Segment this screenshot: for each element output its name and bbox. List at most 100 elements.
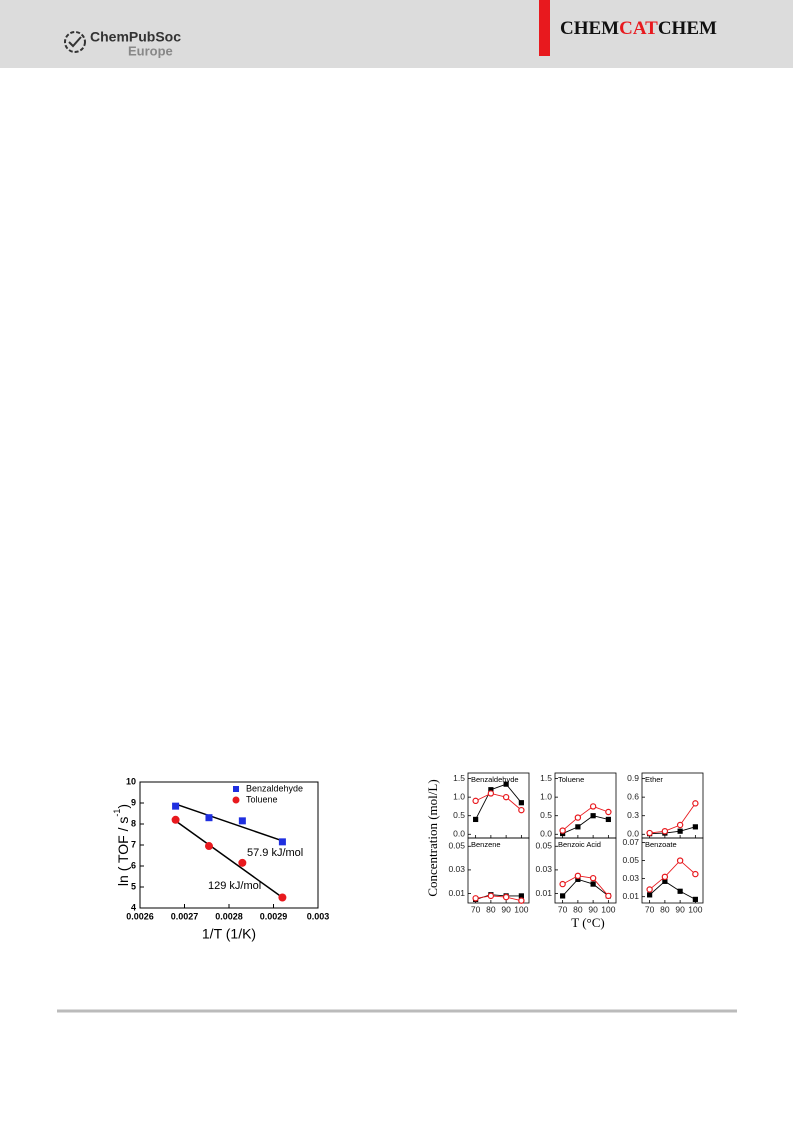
- panel-title: Benzaldehyde: [471, 775, 519, 784]
- panel-frame: [467, 837, 530, 904]
- marker: [677, 888, 683, 894]
- marker: [662, 878, 668, 884]
- marker: [172, 802, 180, 810]
- marker: [646, 886, 653, 893]
- marker: [676, 821, 684, 829]
- legend-label: Benzaldehyde: [246, 783, 303, 793]
- marker: [661, 827, 669, 835]
- marker: [692, 800, 699, 807]
- annotation: 57.9 kJ/mol: [247, 847, 303, 859]
- series-line: [562, 875, 609, 897]
- y-axis-title-part: -1: [112, 809, 122, 817]
- series-line: [649, 803, 696, 834]
- marker: [605, 816, 611, 823]
- series-line: [649, 859, 696, 890]
- y-tick-label: 0.01: [448, 888, 465, 898]
- marker: [518, 800, 524, 806]
- y-tick-label: 0.0: [627, 829, 639, 839]
- y-tick-label: 0.3: [627, 810, 639, 820]
- x-tick-label: 0.0026: [126, 911, 154, 921]
- marker: [488, 787, 494, 793]
- x-tick-label: 90: [501, 904, 511, 914]
- y-tick-label: 0.0: [453, 829, 465, 839]
- x-tick-label: 0.0027: [171, 911, 199, 921]
- marker: [473, 816, 479, 823]
- y-tick-label: 0.01: [535, 888, 552, 898]
- y-tick-label: 6: [131, 860, 136, 870]
- marker: [692, 896, 698, 902]
- logo-check: [68, 36, 82, 48]
- y-tick-label: 0.05: [448, 841, 465, 851]
- marker: [590, 881, 596, 887]
- journal-part: CAT: [619, 18, 658, 39]
- marker: [575, 876, 581, 882]
- x-tick-label: 100: [688, 904, 702, 914]
- marker: [575, 824, 581, 830]
- panel-title: Ether: [645, 775, 663, 784]
- marker: [233, 786, 239, 792]
- publisher-sub: Europe: [128, 43, 173, 58]
- y-tick-label: 10: [126, 776, 136, 786]
- marker: [605, 892, 612, 900]
- marker: [278, 893, 287, 902]
- marker: [574, 872, 582, 880]
- y-tick-label: 1.0: [453, 791, 465, 801]
- annotation: 129 kJ/mol: [208, 880, 261, 892]
- fit-line: [175, 820, 283, 899]
- marker: [559, 827, 566, 834]
- fit-line: [175, 803, 283, 842]
- y-tick-label: 1.0: [540, 791, 552, 801]
- panel-frame: [554, 837, 617, 904]
- series-line: [649, 880, 696, 900]
- y-tick-label: 0.03: [535, 864, 552, 874]
- y-tick-label: 0.07: [622, 837, 639, 847]
- x-tick-label: 70: [558, 904, 568, 914]
- marker: [590, 813, 596, 819]
- logo: [64, 31, 86, 53]
- x-tick-label: 70: [645, 904, 655, 914]
- y-tick-label: 5: [131, 881, 136, 891]
- y-tick-label: 1.5: [453, 773, 465, 783]
- marker: [518, 893, 524, 899]
- y-tick-label: 0.01: [622, 891, 639, 901]
- y-tick-label: 0.0: [540, 829, 552, 839]
- x-axis-title: 1/T (1/K): [202, 926, 256, 942]
- marker: [502, 793, 510, 801]
- marker: [559, 880, 566, 888]
- marker: [574, 814, 582, 821]
- journal-bar: [539, 0, 550, 56]
- panel-title: Benzoate: [645, 840, 677, 849]
- y-tick-label: 0.05: [622, 855, 639, 865]
- marker: [472, 895, 479, 902]
- x-tick-label: 0.003: [307, 911, 330, 921]
- x-tick-label: 100: [601, 904, 615, 914]
- y-axis-title: Concentration (mol/L): [425, 779, 440, 896]
- x-tick-label: 70: [471, 904, 481, 914]
- marker: [518, 897, 525, 904]
- y-tick-label: 8: [131, 818, 136, 828]
- panel-title: Benzoic Acid: [558, 840, 601, 849]
- marker: [677, 828, 683, 834]
- marker: [661, 873, 669, 881]
- marker: [518, 806, 525, 814]
- journal: CHEMCATCHEM: [560, 18, 717, 39]
- marker: [589, 874, 597, 882]
- marker: [676, 857, 684, 864]
- x-tick-label: 80: [486, 904, 496, 914]
- marker: [487, 892, 495, 900]
- publisher: ChemPubSoc: [90, 29, 181, 45]
- journal-part: CHEM: [658, 18, 717, 39]
- x-tick-label: 100: [514, 904, 528, 914]
- series-line: [562, 805, 609, 831]
- marker: [692, 870, 699, 878]
- series-line: [475, 783, 522, 820]
- series-line: [475, 895, 522, 902]
- x-tick-label: 80: [573, 904, 583, 914]
- marker: [278, 838, 286, 846]
- marker: [487, 790, 495, 797]
- x-tick-label: 0.0029: [260, 911, 288, 921]
- y-tick-label: 7: [131, 839, 136, 849]
- marker: [647, 892, 653, 898]
